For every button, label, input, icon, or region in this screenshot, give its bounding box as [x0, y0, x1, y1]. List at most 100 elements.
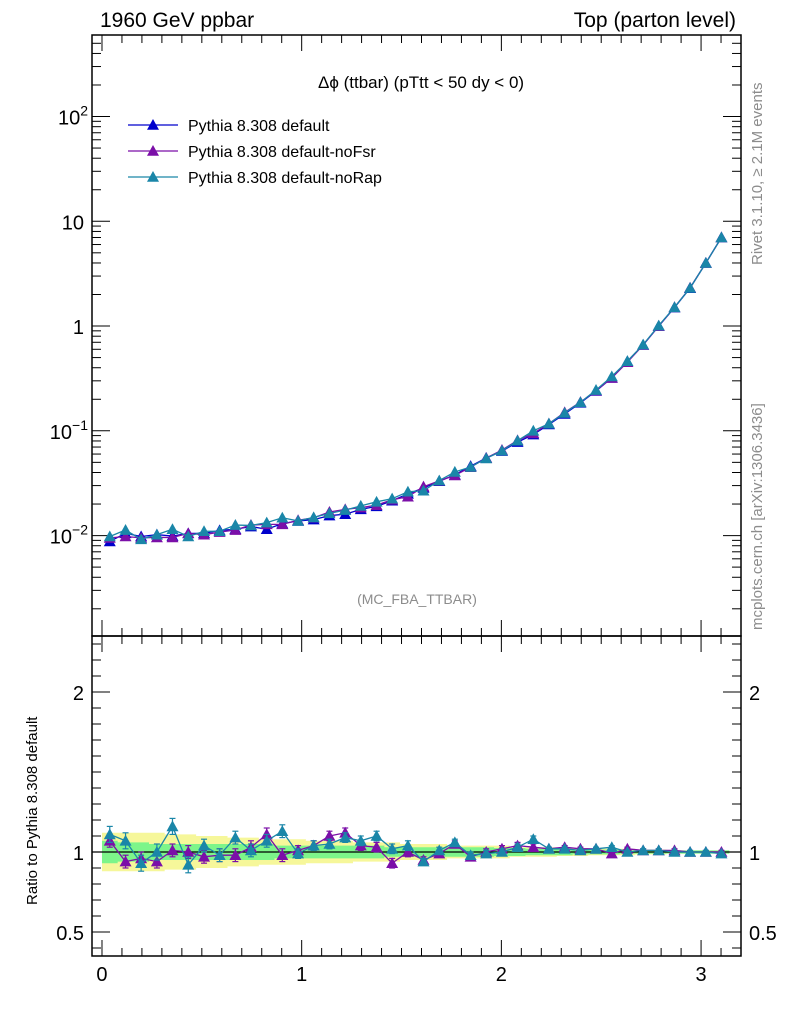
ratio-point-noRap — [182, 858, 195, 870]
y-tick-label: 10−2 — [50, 522, 88, 549]
data-point-noRap — [244, 519, 257, 531]
data-point-noRap — [637, 338, 650, 350]
ratio-point-noRap — [307, 839, 320, 851]
ratio-point-noFsr — [119, 855, 132, 867]
ratio-point-noFsr — [401, 846, 414, 857]
ratio-point-noFsr — [386, 857, 399, 868]
header-process-label: Top (parton level) — [574, 9, 736, 32]
data-point-noRap — [229, 519, 242, 530]
data-point-noRap — [542, 417, 555, 429]
ratio-point-noFsr — [198, 850, 211, 862]
data-point-noRap — [260, 516, 273, 528]
series-line-noRap — [109, 237, 722, 541]
ratio-point-noFsr — [276, 849, 289, 860]
ratio-point-noRap — [276, 825, 289, 836]
ratio-point-noRap — [464, 849, 477, 860]
ratio-point-noRap — [354, 834, 367, 846]
series-noFsr — [103, 231, 728, 543]
ratio-point-noRap — [103, 828, 116, 840]
ratio-point-noFsr — [150, 855, 163, 867]
legend-label-default: Pythia 8.308 default — [188, 118, 330, 135]
series-line-default — [109, 237, 722, 542]
data-point-noFsr — [276, 518, 289, 530]
series-default — [103, 231, 728, 547]
legend: Pythia 8.308 default Pythia 8.308 default… — [128, 118, 382, 187]
data-point-noRap — [135, 533, 148, 545]
ratio-point-noRap — [605, 841, 618, 852]
data-point-noRap — [323, 507, 336, 519]
data-point-noRap — [339, 504, 352, 515]
y-tick-label: 1 — [73, 317, 84, 339]
ratio-point-noFsr — [370, 841, 383, 852]
data-point-noRap — [119, 524, 132, 535]
data-point-noRap — [527, 424, 540, 436]
data-point-noRap — [480, 452, 493, 464]
ratio-point-noRap — [652, 844, 665, 856]
data-point-noRap — [182, 530, 195, 542]
ratio-point-noRap — [668, 846, 681, 857]
data-point-noRap — [448, 465, 461, 477]
data-point-noRap — [621, 355, 634, 366]
data-point-noRap — [401, 485, 414, 497]
ratio-series-noRap — [103, 817, 728, 874]
header-energy-label: 1960 GeV ppbar — [100, 9, 254, 32]
ratio-y-tick-label: 0.5 — [56, 923, 84, 945]
y-tick-label: 10−1 — [50, 417, 88, 444]
y-tick-label: 102 — [58, 103, 88, 130]
data-point-noRap — [464, 460, 477, 472]
ratio-point-noFsr — [527, 841, 540, 852]
ratio-point-noFsr — [229, 849, 242, 860]
legend-marker-noRap — [147, 171, 159, 182]
data-point-noRap — [386, 492, 399, 504]
mcplots-credit-label: mcplots.cern.ch [arXiv:1306.3436] — [749, 403, 766, 630]
ratio-point-noFsr — [166, 844, 179, 856]
ratio-point-noFsr — [605, 847, 618, 859]
data-point-noRap — [213, 525, 226, 537]
ratio-point-noRap — [621, 846, 634, 857]
ratio-point-noRap — [495, 846, 508, 857]
data-point-noRap — [495, 444, 508, 456]
ratio-point-noRap — [574, 844, 587, 856]
ratio-point-noRap — [198, 839, 211, 851]
data-point-noFsr — [119, 530, 132, 542]
data-point-noRap — [668, 301, 681, 313]
data-point-noRap — [150, 528, 163, 540]
main-panel: 10−2 10−1 1 10 102 — [50, 34, 742, 637]
ratio-point-noRap — [339, 831, 352, 843]
x-tick-label: 3 — [695, 964, 706, 986]
data-point-noRap — [166, 523, 179, 535]
ratio-point-noRap — [417, 855, 430, 867]
ratio-point-noRap — [213, 849, 226, 860]
ratio-point-noRap — [150, 846, 163, 857]
ratio-point-noRap — [433, 844, 446, 856]
data-point-noRap — [652, 319, 665, 331]
analysis-tag: (MC_FBA_TTBAR) — [357, 591, 477, 607]
ratio-point-noRap — [292, 847, 305, 859]
ratio-point-noRap — [448, 836, 461, 848]
ratio-point-noRap — [370, 830, 383, 841]
legend-marker-noFsr — [147, 145, 159, 156]
x-tick-label: 1 — [296, 964, 307, 986]
ratio-point-noRap — [558, 842, 571, 854]
ratio-point-noRap — [699, 846, 712, 857]
data-point-noRap — [433, 474, 446, 486]
data-point-noRap — [605, 370, 618, 382]
data-point-noRap — [292, 514, 305, 526]
ratio-point-noRap — [386, 842, 399, 854]
data-point-noRap — [574, 396, 587, 408]
ratio-line-noFsr — [109, 832, 722, 865]
ratio-y-tick-label-right: 0.5 — [749, 923, 777, 945]
ratio-point-noRap — [323, 838, 336, 849]
ratio-point-noRap — [590, 842, 603, 854]
ratio-y-axis-label: Ratio to Pythia 8.308 default — [24, 716, 41, 905]
y-tick-label: 10 — [62, 212, 84, 234]
x-tick-label: 2 — [496, 964, 507, 986]
ratio-panel: 0.5 0.5 1 1 2 2 0 1 2 3 — [56, 635, 777, 986]
ratio-point-noFsr — [323, 830, 336, 841]
ratio-point-noRap — [480, 847, 493, 859]
data-point-noRap — [558, 406, 571, 418]
data-point-noFsr — [166, 531, 179, 543]
x-tick-label: 0 — [96, 964, 107, 986]
ratio-point-noRap — [715, 847, 728, 859]
